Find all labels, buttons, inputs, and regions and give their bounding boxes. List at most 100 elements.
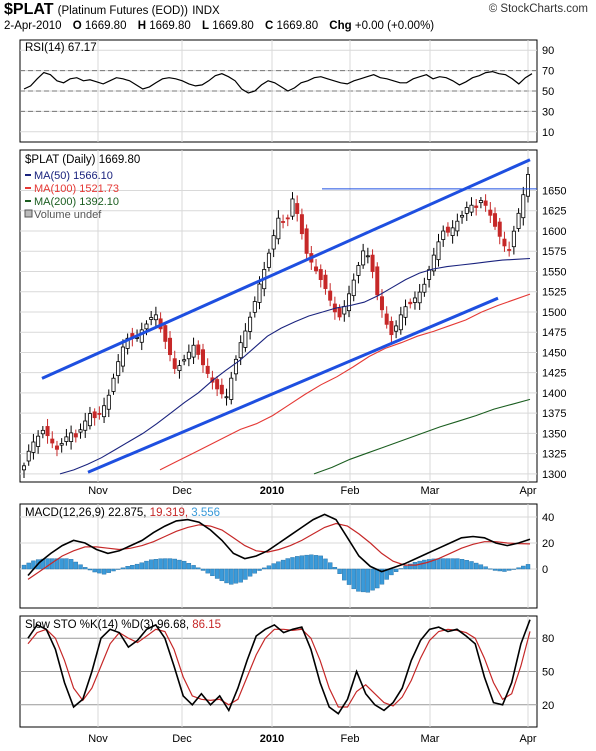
price-candle-body bbox=[445, 226, 450, 233]
price-candle-body bbox=[502, 238, 507, 247]
macd-histogram-bar bbox=[365, 568, 371, 593]
price-candle-body bbox=[299, 214, 304, 235]
macd-histogram-bar bbox=[106, 568, 111, 573]
price-candle-body bbox=[285, 217, 290, 220]
price-tick-label: 1375 bbox=[542, 408, 566, 420]
price-candle-body bbox=[526, 174, 531, 197]
price-legend-swatch-3 bbox=[24, 209, 33, 218]
macd-histogram-bar bbox=[97, 568, 102, 574]
chg-label: Chg bbox=[329, 20, 352, 32]
upper-trend-channel bbox=[41, 158, 531, 380]
price-xtick-label: Nov bbox=[88, 485, 108, 497]
price-candle-body bbox=[295, 203, 300, 214]
macd-histogram-bar bbox=[45, 558, 50, 570]
chg-value: +0.00 (+0.00%) bbox=[354, 20, 435, 32]
price-candle-body bbox=[219, 384, 224, 395]
price-candle-body bbox=[394, 325, 399, 332]
price-tick-label: 1525 bbox=[542, 287, 566, 299]
macd-histogram-bar bbox=[464, 560, 469, 570]
price-tick-label: 1625 bbox=[542, 206, 566, 218]
macd-histogram-bar bbox=[473, 562, 479, 570]
macd-histogram-bar bbox=[257, 568, 262, 571]
macd-histogram-bar bbox=[492, 568, 498, 571]
price-candle-body bbox=[200, 349, 205, 366]
ma100-line bbox=[159, 293, 531, 471]
price-tick-label: 1425 bbox=[542, 368, 566, 380]
price-candle-body bbox=[347, 293, 352, 312]
sto-title: Slow STO %K(14) %D(3) 96.68, 86.15 bbox=[25, 619, 221, 631]
macd-histogram-bar bbox=[172, 558, 177, 570]
price-legend-entry: MA(50) 1566.10 bbox=[34, 170, 113, 182]
sto-xtick-label: Feb bbox=[341, 733, 360, 745]
price-candle-body bbox=[205, 365, 210, 374]
price-tick-label: 1325 bbox=[542, 449, 566, 461]
price-candle-body bbox=[87, 413, 92, 427]
macd-histogram-bar bbox=[101, 568, 107, 575]
macd-histogram-bar bbox=[210, 568, 215, 577]
price-candle-body bbox=[21, 465, 26, 471]
macd-histogram-bar bbox=[323, 558, 328, 570]
macd-histogram-bar bbox=[186, 563, 192, 570]
high-value: 1669.80 bbox=[149, 20, 191, 32]
macd-histogram-bar bbox=[469, 561, 474, 570]
macd-histogram-bar bbox=[280, 559, 286, 570]
macd-line bbox=[27, 513, 531, 577]
price-candle-body bbox=[271, 235, 276, 250]
price-xtick-label: Dec bbox=[172, 485, 192, 497]
macd-histogram-bar bbox=[205, 568, 210, 574]
price-candle-body bbox=[163, 325, 168, 342]
macd-histogram-bar bbox=[177, 559, 182, 570]
open-value: 1669.80 bbox=[84, 20, 127, 32]
rsi-tick-label: 50 bbox=[542, 86, 554, 98]
price-candle-body bbox=[45, 426, 50, 437]
macd-histogram-bar bbox=[497, 568, 502, 572]
macd-histogram-bar bbox=[299, 555, 305, 570]
macd-histogram-bar bbox=[389, 568, 394, 576]
price-candle-body bbox=[455, 220, 460, 232]
macd-histogram-bar bbox=[445, 558, 451, 570]
macd-histogram-bar bbox=[214, 568, 220, 579]
macd-histogram-bar bbox=[436, 558, 441, 570]
price-tick-label: 1650 bbox=[542, 185, 566, 197]
price-candle-body bbox=[243, 330, 248, 348]
rsi-tick-label: 90 bbox=[542, 45, 554, 57]
macd-histogram-bar bbox=[502, 568, 507, 572]
macd-histogram-bar bbox=[144, 560, 149, 570]
macd-histogram-bar bbox=[516, 567, 521, 570]
instrument-name: (Platinum Futures (EOD)) bbox=[57, 5, 189, 17]
price-legend-entry: MA(200) 1392.10 bbox=[34, 196, 119, 208]
macd-histogram-bar bbox=[87, 568, 93, 571]
price-candle-body bbox=[78, 429, 83, 433]
ohlc-line: 2-Apr-2010 O 1669.80 H 1669.80 L 1669.80… bbox=[4, 20, 434, 32]
price-candle-body bbox=[196, 344, 201, 355]
macd-histogram-bar bbox=[521, 565, 526, 570]
price-candle-body bbox=[50, 438, 55, 444]
macd-histogram-bar bbox=[342, 568, 347, 581]
macd-histogram-bar bbox=[262, 567, 267, 570]
price-candle-body bbox=[83, 420, 88, 431]
price-tick-label: 1300 bbox=[542, 469, 566, 481]
price-candle-body bbox=[168, 337, 173, 356]
price-candle-body bbox=[507, 249, 512, 251]
price-candle-body bbox=[224, 396, 229, 399]
price-candle-body bbox=[314, 266, 319, 272]
macd-signal-line bbox=[27, 522, 531, 580]
sto-xtick-label: Apr bbox=[519, 733, 536, 745]
price-candle-body bbox=[116, 361, 121, 377]
macd-histogram-bar bbox=[422, 559, 427, 570]
high-label: H bbox=[137, 20, 146, 32]
sto-xtick-label: Nov bbox=[88, 733, 108, 745]
price-tick-label: 1450 bbox=[542, 347, 566, 359]
macd-histogram-bar bbox=[83, 567, 88, 570]
price-candle-body bbox=[125, 337, 130, 349]
price-candle-body bbox=[144, 323, 149, 330]
macd-histogram-bar bbox=[393, 568, 399, 572]
price-candle-body bbox=[318, 269, 323, 280]
price-candle-body bbox=[436, 241, 441, 261]
price-candle-body bbox=[408, 301, 413, 305]
price-candle-body bbox=[59, 443, 64, 446]
price-candle-body bbox=[460, 214, 465, 218]
macd-histogram-bar bbox=[68, 559, 74, 570]
price-candle-body bbox=[441, 230, 446, 240]
